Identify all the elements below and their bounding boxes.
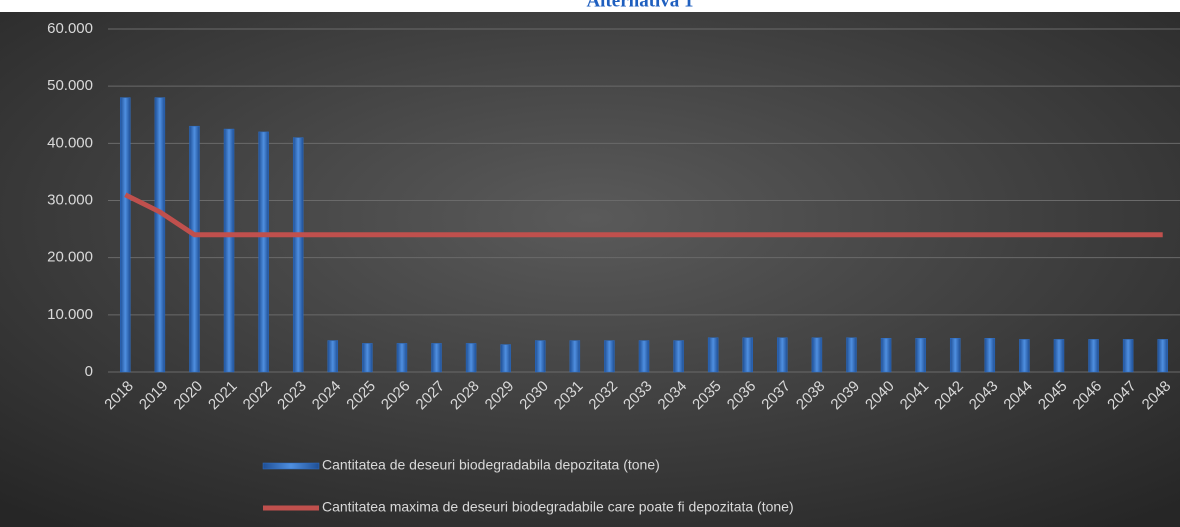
bar <box>535 340 546 373</box>
bar <box>120 97 131 373</box>
bar <box>742 337 753 373</box>
bar <box>292 137 304 373</box>
y-tick-label: 60.000 <box>47 20 93 37</box>
bar <box>984 338 996 373</box>
bar <box>638 340 650 373</box>
bar <box>362 343 373 373</box>
bar <box>811 337 823 373</box>
bar <box>1157 339 1168 373</box>
bar <box>1019 339 1030 373</box>
bar <box>396 343 408 373</box>
y-tick-label: 50.000 <box>47 77 93 94</box>
y-tick-label: 0 <box>85 363 93 380</box>
bar <box>327 340 339 373</box>
bar <box>1122 339 1134 373</box>
line <box>124 192 1163 238</box>
y-tick-label: 30.000 <box>47 191 93 208</box>
bar <box>154 97 166 373</box>
legend-swatch <box>262 462 320 470</box>
bar <box>949 338 961 373</box>
bar <box>189 125 200 373</box>
bar <box>777 337 788 373</box>
chart-title: Alternativa 1 <box>586 0 693 11</box>
bar <box>223 128 235 373</box>
bar <box>431 343 442 373</box>
legend-label: Cantitatea de deseuri biodegradabila dep… <box>322 457 660 473</box>
bar <box>500 344 511 373</box>
bar <box>880 338 892 373</box>
bar <box>1088 339 1099 373</box>
bar <box>915 338 926 373</box>
legend-label: Cantitatea maxima de deseuri biodegradab… <box>322 499 794 515</box>
y-tick-label: 10.000 <box>47 306 93 323</box>
y-tick-label: 20.000 <box>47 249 93 266</box>
bar <box>707 337 719 373</box>
bar <box>604 340 615 373</box>
bar <box>846 337 857 373</box>
bar <box>1053 339 1065 373</box>
bar <box>569 340 581 373</box>
y-tick-label: 40.000 <box>47 134 93 151</box>
bar <box>258 131 269 373</box>
chart-background <box>0 12 1180 527</box>
bar <box>465 343 477 373</box>
bar <box>673 340 684 373</box>
